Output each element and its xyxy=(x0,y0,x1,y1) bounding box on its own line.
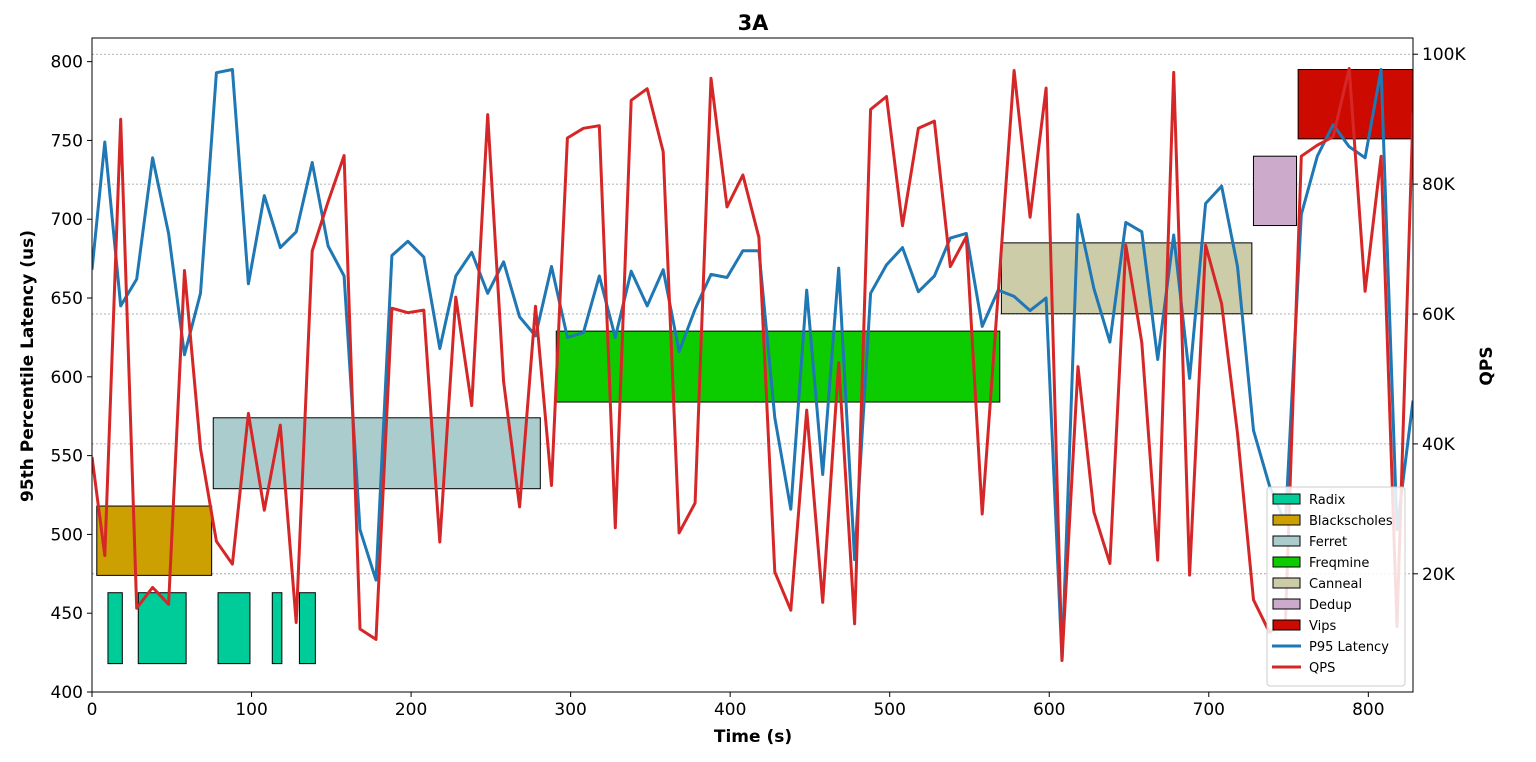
x-tick-label: 0 xyxy=(87,700,98,720)
series-lines xyxy=(92,67,1413,662)
series-line-qps xyxy=(92,67,1413,662)
y-left-tick-label: 750 xyxy=(51,131,83,151)
y-right-axis-title: QPS xyxy=(1477,346,1497,385)
job-bar-ferret xyxy=(212,417,541,490)
legend-swatch xyxy=(1272,577,1301,589)
y-right-tick-label: 60K xyxy=(1422,305,1456,325)
job-bar-vips xyxy=(1297,69,1414,140)
job-bars xyxy=(96,69,1414,665)
x-tick-label: 800 xyxy=(1352,700,1384,720)
job-bar-radix xyxy=(137,592,187,665)
x-tick-label: 400 xyxy=(714,700,746,720)
y-left-tick-label: 400 xyxy=(51,683,83,703)
job-bar-freqmine xyxy=(555,330,1001,403)
x-tick-label: 300 xyxy=(554,700,586,720)
legend-label: Vips xyxy=(1309,619,1336,634)
plot-frame xyxy=(91,37,1414,693)
job-bar-radix xyxy=(107,592,123,665)
y-left-axis-title: 95th Percentile Latency (us) xyxy=(18,230,38,502)
legend-label: Freqmine xyxy=(1309,556,1369,571)
legend-swatch xyxy=(1272,514,1301,526)
legend-swatch xyxy=(1272,598,1301,610)
job-bar-dedup xyxy=(1252,155,1298,227)
x-tick-label: 200 xyxy=(395,700,427,720)
y-left-tick-label: 700 xyxy=(51,210,83,230)
x-tick-label: 600 xyxy=(1033,700,1065,720)
x-tick-label: 500 xyxy=(873,700,905,720)
chart-title: 3A xyxy=(738,11,770,35)
y-left-tick-label: 450 xyxy=(51,604,83,624)
x-axis-title: Time (s) xyxy=(714,727,792,747)
legend-swatch xyxy=(1272,493,1301,505)
legend-label: Blackscholes xyxy=(1309,514,1393,529)
legend-swatch xyxy=(1272,619,1301,631)
y-left-tick-label: 550 xyxy=(51,447,83,467)
legend: Radix Blackscholes Ferret Freqmine Canneal De… xyxy=(1266,486,1406,687)
legend-label: Dedup xyxy=(1309,598,1352,613)
job-bar-radix xyxy=(271,592,283,665)
y-left-tick-label: 650 xyxy=(51,289,83,309)
legend-box xyxy=(1266,486,1406,687)
legend-label: Canneal xyxy=(1309,577,1362,592)
x-tick-label: 100 xyxy=(235,700,267,720)
y-left-tick-label: 600 xyxy=(51,368,83,388)
legend-label: Radix xyxy=(1309,493,1346,508)
legend-swatch xyxy=(1272,556,1301,568)
y-left-tick-label: 800 xyxy=(51,53,83,73)
y-right-tick-label: 100K xyxy=(1422,45,1466,65)
series-line-p95-latency xyxy=(92,68,1413,662)
job-bar-radix xyxy=(298,592,316,665)
job-bar-blackscholes xyxy=(96,505,213,576)
y-right-tick-label: 20K xyxy=(1422,565,1456,585)
y-left-tick-label: 500 xyxy=(51,525,83,545)
legend-label: QPS xyxy=(1309,661,1335,676)
x-axis: 0 100 200 300 400 500 600 700 800 xyxy=(87,692,1385,720)
y-right-tick-label: 80K xyxy=(1422,175,1456,195)
y-left-axis: 400 450 500 550 600 650 700 750 800 xyxy=(51,53,92,703)
legend-label: Ferret xyxy=(1309,535,1347,550)
legend-label: P95 Latency xyxy=(1309,640,1389,655)
job-bar-radix xyxy=(217,592,251,665)
y-right-tick-label: 40K xyxy=(1422,435,1456,455)
y-right-axis: 20K 40K 60K 80K 100K xyxy=(1413,45,1466,585)
legend-swatch xyxy=(1272,535,1301,547)
x-tick-label: 700 xyxy=(1193,700,1225,720)
